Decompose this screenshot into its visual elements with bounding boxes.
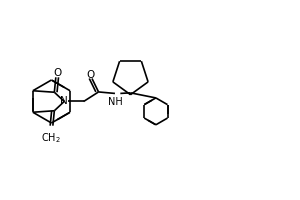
Text: NH: NH <box>108 97 123 107</box>
Text: O: O <box>86 70 94 80</box>
Text: O: O <box>53 68 61 78</box>
Text: N: N <box>60 96 68 106</box>
Text: CH$_2$: CH$_2$ <box>41 131 61 145</box>
